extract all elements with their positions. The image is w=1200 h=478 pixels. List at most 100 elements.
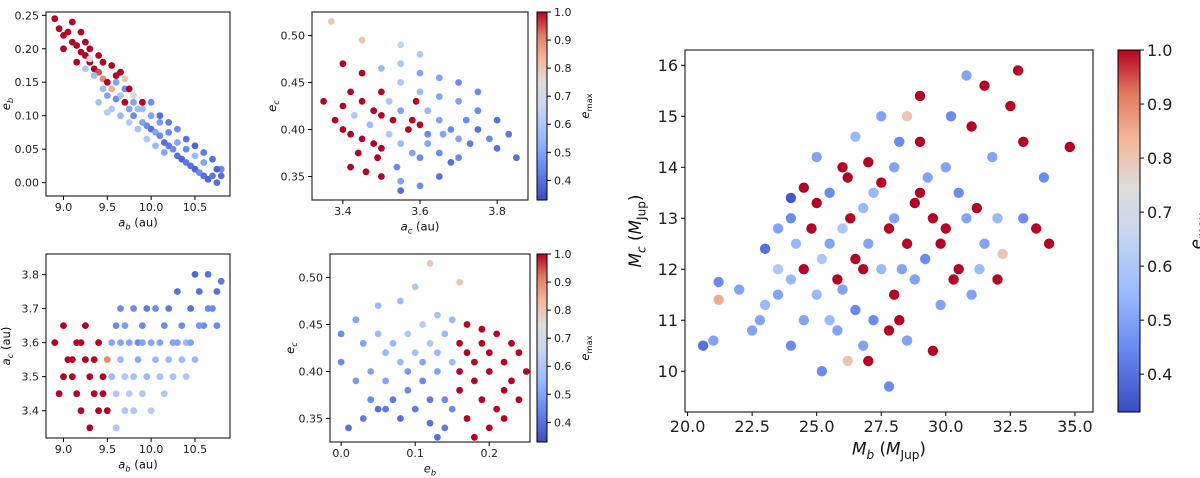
data-point — [411, 405, 419, 413]
data-point — [500, 415, 508, 422]
colorbar-p2: 0.4 0.5 0.6 0.7 0.8 0.9 1.0 emax — [536, 6, 594, 201]
data-point — [362, 168, 370, 176]
data-point — [914, 187, 926, 198]
colorbar-tick-label: 0.4 — [554, 416, 572, 429]
data-point — [397, 297, 404, 305]
data-point — [883, 325, 895, 336]
data-point — [405, 126, 412, 133]
data-point — [759, 243, 771, 254]
data-point — [466, 140, 474, 148]
data-point — [143, 135, 151, 143]
data-point — [152, 305, 159, 312]
x-tick-label: 3.8 — [488, 205, 506, 218]
data-point — [130, 407, 138, 415]
data-point — [759, 299, 771, 311]
data-point — [455, 135, 462, 143]
data-point — [204, 305, 212, 312]
y-tick-label: 11 — [658, 311, 678, 330]
data-point — [165, 305, 173, 312]
data-point — [139, 322, 146, 329]
colorbar-p4: 0.4 0.5 0.6 0.7 0.8 0.9 1.0 emax — [536, 248, 594, 443]
data-point — [178, 322, 186, 329]
data-point — [378, 173, 385, 180]
plot-frame — [45, 253, 231, 439]
data-point — [187, 305, 195, 312]
data-point — [505, 130, 513, 138]
data-point — [876, 264, 887, 275]
data-point — [60, 322, 67, 329]
data-point — [434, 349, 441, 357]
data-point — [798, 182, 809, 193]
data-point — [99, 85, 107, 93]
data-point — [434, 311, 441, 319]
data-point — [948, 274, 959, 285]
colorbar-tick-label: 0.7 — [554, 90, 572, 103]
y-tick-label: 16 — [658, 56, 678, 75]
x-tick-label: 27.5 — [863, 417, 899, 436]
data-point — [754, 315, 766, 326]
data-point — [213, 179, 221, 187]
data-point — [73, 58, 81, 66]
data-point — [160, 149, 168, 156]
data-point — [961, 70, 972, 81]
data-point — [1018, 213, 1029, 224]
scatter-panel-p5: 20.0 22.5 25.0 27.5 30.0 32.5 35.0 10 11 12 13 14 15… — [625, 41, 1200, 462]
y-tick-label: 15 — [658, 107, 678, 126]
data-point — [108, 85, 116, 93]
data-point — [493, 144, 501, 152]
data-point — [455, 79, 462, 86]
data-point — [103, 78, 111, 86]
data-point — [411, 283, 419, 291]
data-point — [478, 325, 486, 333]
data-point — [103, 407, 111, 415]
data-point — [174, 288, 181, 295]
data-point — [416, 182, 424, 190]
data-point — [347, 130, 354, 138]
data-point — [370, 140, 378, 148]
data-point — [95, 52, 102, 59]
data-point — [147, 339, 155, 346]
data-point — [99, 390, 107, 398]
data-point — [86, 45, 94, 53]
data-point — [86, 373, 94, 381]
data-point — [125, 339, 133, 346]
data-point — [456, 368, 463, 375]
x-tick-label: 0.1 — [406, 447, 424, 460]
data-point — [824, 187, 835, 198]
data-point — [474, 107, 482, 115]
y-tick-label: 3.6 — [22, 337, 40, 350]
data-point — [117, 305, 124, 312]
data-point — [147, 98, 155, 106]
data-point — [77, 28, 85, 36]
data-point — [448, 316, 456, 324]
data-point — [139, 339, 146, 346]
data-point — [522, 368, 530, 375]
data-point — [508, 339, 515, 347]
data-point — [419, 358, 426, 366]
data-point — [82, 38, 89, 46]
colorbar-tick-label: 0.8 — [554, 304, 572, 317]
data-point — [463, 415, 471, 422]
data-point — [374, 405, 382, 413]
data-point — [842, 355, 853, 367]
data-point — [1064, 141, 1076, 153]
x-axis-label: Mb (MJup) — [852, 438, 926, 462]
data-point — [850, 304, 861, 316]
data-point — [121, 98, 129, 106]
data-point — [424, 130, 432, 138]
x-tick-label: 22.5 — [734, 417, 770, 436]
data-point — [174, 139, 181, 146]
data-point — [868, 187, 879, 198]
data-point — [953, 264, 964, 275]
data-point — [125, 105, 133, 113]
y-tick-label: 0.25 — [15, 9, 40, 22]
data-point — [447, 126, 455, 133]
data-point — [174, 125, 181, 133]
data-point — [82, 65, 89, 73]
data-point — [979, 80, 990, 91]
y-tick-label: 12 — [658, 260, 678, 279]
data-point — [382, 349, 389, 357]
data-point — [785, 340, 797, 351]
colorbar-tick-label: 0.8 — [554, 62, 572, 75]
data-point — [493, 116, 501, 124]
